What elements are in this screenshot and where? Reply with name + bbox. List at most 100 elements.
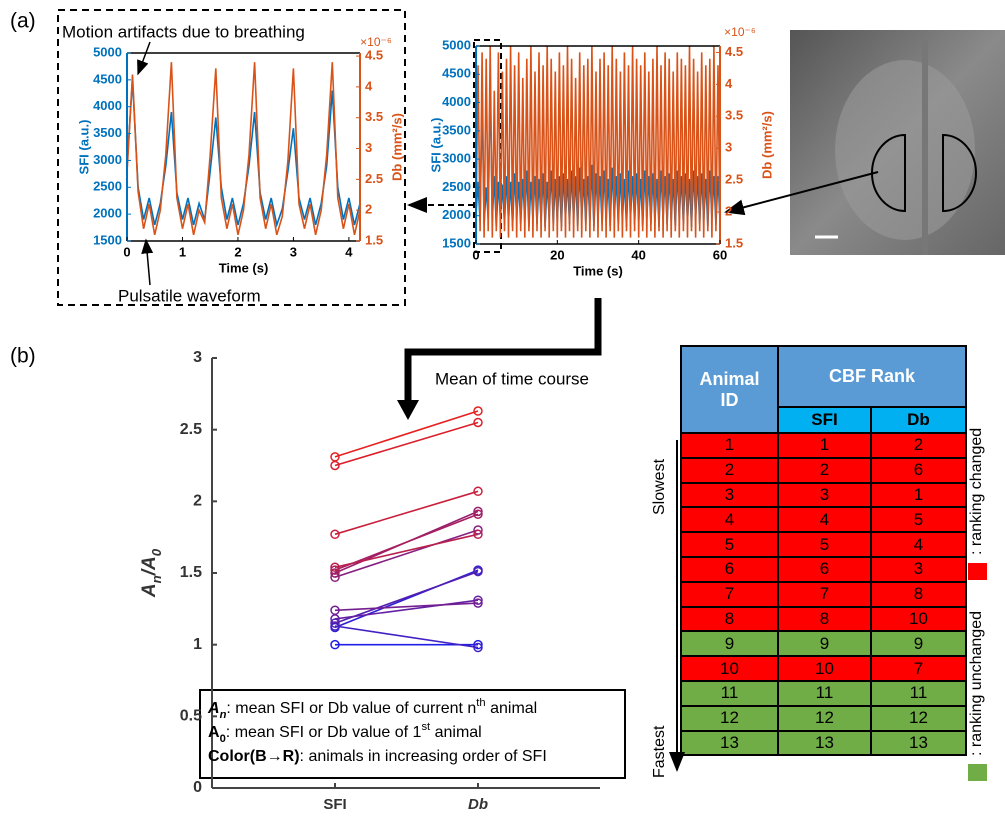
y-tick-label: 1500 <box>442 235 471 250</box>
table-row: 10 10 7 <box>680 655 967 682</box>
x-axis-label: Time (s) <box>219 260 269 275</box>
table-cell: 11 <box>777 679 872 707</box>
text-segment: animal <box>430 724 482 741</box>
exponent-label: ×10⁻⁶ <box>724 25 756 39</box>
marker <box>473 566 483 577</box>
subheader-row: SFI Db <box>681 406 967 434</box>
table-cell: 9 <box>680 630 779 658</box>
marker <box>330 452 340 462</box>
table-cell: 7 <box>870 655 967 682</box>
header-cell: CBF Rank <box>777 345 967 408</box>
table-cell: 9 <box>777 630 872 658</box>
table-cell: 2 <box>680 456 779 484</box>
series-line <box>334 513 479 571</box>
x-tick-label: 1 <box>179 244 186 259</box>
text-segment: A <box>139 583 160 598</box>
annotation-arrow <box>141 238 154 286</box>
table-row: 12 12 12 <box>680 704 967 732</box>
table-cell: 6 <box>870 456 967 484</box>
x-tick-label: 20 <box>550 247 564 262</box>
subheader-cell: SFI <box>777 406 872 434</box>
text-segment: 0 <box>220 733 226 745</box>
zoom-box <box>57 9 406 306</box>
series-line <box>126 62 361 236</box>
table-cell: 1 <box>777 432 872 459</box>
y2-tick-label: 4.5 <box>725 44 743 59</box>
y-tick-label: 1500 <box>93 232 122 247</box>
x-tick-label: 0 <box>472 247 479 262</box>
text-segment: : mean SFI or Db value of current n <box>226 700 476 717</box>
legend-line: A0: mean SFI or Db value of 1st animal <box>208 721 482 745</box>
marker <box>473 525 483 535</box>
x-tick-label: 60 <box>713 247 727 262</box>
marker <box>473 595 483 605</box>
y-tick-label: 2000 <box>93 206 122 221</box>
side-label: Fastest <box>651 725 668 778</box>
y-axis-label: SFI (a.u.) <box>428 118 443 173</box>
marker <box>473 406 483 416</box>
legend-swatch <box>968 563 987 580</box>
table-row: 11 11 11 <box>680 679 967 707</box>
y-tick-label: 2 <box>193 493 202 510</box>
text-segment: n <box>220 709 227 721</box>
marker <box>330 529 340 540</box>
x-tick-label: 0 <box>123 244 130 259</box>
y-tick-label: 4500 <box>93 71 122 86</box>
table-cell: 9 <box>870 630 967 658</box>
y-tick-label: 3 <box>193 349 202 366</box>
annotation: Pulsatile waveform <box>118 286 261 305</box>
x-tick-label: SFI <box>323 796 346 813</box>
table-cell: 5 <box>680 531 779 558</box>
header-text: Animal ID <box>699 368 760 410</box>
table-cell: 3 <box>680 481 779 509</box>
side-label: Slowest <box>651 458 668 515</box>
legend-box <box>199 689 626 779</box>
table-cell: 10 <box>777 655 872 682</box>
y2-axis-label: Db (mm²/s) <box>389 113 404 181</box>
x-tick-label: Db <box>468 796 488 813</box>
text-segment: n <box>149 575 164 583</box>
text-segment: / <box>139 568 160 576</box>
legend-swatch <box>968 764 987 781</box>
y2-tick-label: 2 <box>725 204 732 219</box>
legend-line: An: mean SFI or Db value of current nth … <box>207 697 537 721</box>
y-tick-label: 2500 <box>442 179 471 194</box>
table-cell: 8 <box>680 605 779 633</box>
y-tick-label: 2.5 <box>180 421 202 438</box>
panel-label: (b) <box>10 345 36 368</box>
table-cell: 6 <box>777 555 872 583</box>
table-cell: 4 <box>870 531 967 558</box>
marker <box>473 417 483 428</box>
x-tick-label: 2 <box>234 244 241 259</box>
series-line <box>475 45 721 238</box>
y2-tick-label: 3.5 <box>365 109 383 124</box>
marker <box>473 598 483 608</box>
text-segment: st <box>421 721 431 733</box>
series-line <box>334 490 479 536</box>
series-line <box>334 599 479 620</box>
table-cell: 8 <box>777 605 872 633</box>
y2-tick-label: 3 <box>365 140 372 155</box>
y-tick-label: 4000 <box>93 98 122 113</box>
y-tick-label: 0 <box>193 779 202 796</box>
annotation: Mean of time course <box>435 369 589 388</box>
y-tick-label: 1.5 <box>180 564 202 581</box>
y-tick-label: 4500 <box>442 66 471 81</box>
y2-axis-label: Db (mm²/s) <box>759 111 774 179</box>
y-tick-label: 2500 <box>93 179 122 194</box>
y2-tick-label: 4.5 <box>365 48 383 63</box>
table-row: 8 8 10 <box>680 605 967 633</box>
table-cell: 3 <box>777 481 872 509</box>
exponent-label: ×10⁻⁶ <box>360 35 392 49</box>
rank-table: Animal ID CBF Rank SFI Db 1 1 2 2 2 6 3 3 1 4 4 5 5 5 4 6 6 3… <box>680 345 967 757</box>
table-row: 13 13 13 <box>680 729 967 757</box>
table-cell: 2 <box>777 456 872 484</box>
